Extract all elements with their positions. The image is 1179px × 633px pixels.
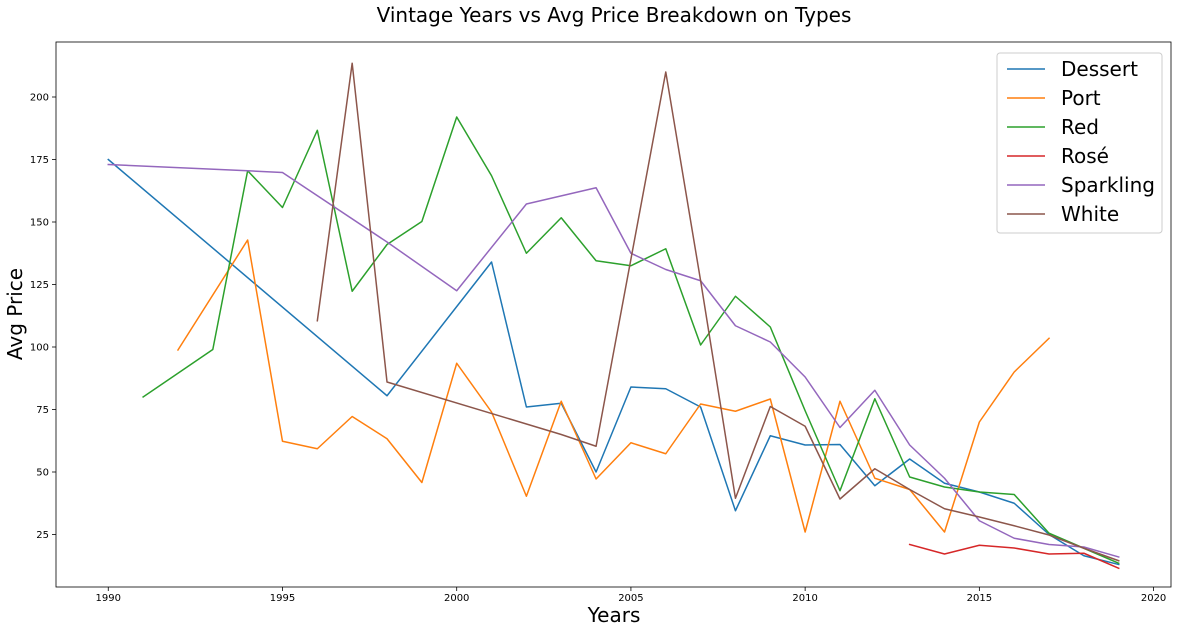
y-tick-label: 75	[36, 405, 49, 416]
x-tick-label: 2005	[618, 593, 643, 604]
legend-label-dessert: Dessert	[1061, 57, 1138, 81]
series-line-red	[142, 116, 1120, 565]
legend: Dessert Port Red Rosé Sparkling White	[996, 52, 1163, 234]
y-axis-title: Avg Price	[3, 268, 27, 360]
legend-label-ros-: Rosé	[1061, 144, 1109, 168]
series-line-white	[316, 62, 1120, 562]
y-tick-label: 50	[36, 468, 49, 479]
plot-frame	[55, 41, 1172, 588]
x-tick-label: 2010	[792, 593, 817, 604]
y-tick-label: 25	[36, 530, 49, 541]
x-tick-label: 1995	[270, 593, 295, 604]
legend-label-sparkling: Sparkling	[1061, 173, 1155, 197]
series-line-sparkling	[107, 163, 1120, 558]
plot-area: 1990 1995 2000 2005 2010 2015 2020 25 50 75 100 125…	[30, 41, 1172, 604]
legend-label-port: Port	[1061, 86, 1101, 110]
y-tick-label: 175	[30, 155, 49, 166]
y-tick-label: 200	[30, 93, 49, 104]
legend-label-white: White	[1061, 202, 1119, 226]
series-line-ros-	[908, 543, 1120, 570]
x-tick-label: 2000	[444, 593, 469, 604]
x-tick-label: 1990	[96, 593, 121, 604]
legend-label-red: Red	[1061, 115, 1099, 139]
series-line-dessert	[107, 158, 1120, 566]
y-tick-label: 125	[30, 280, 49, 291]
x-axis-title: Years	[587, 603, 641, 627]
chart-title: Vintage Years vs Avg Price Breakdown on …	[377, 3, 852, 27]
x-tick-label: 2020	[1141, 593, 1166, 604]
y-tick-label: 150	[30, 218, 49, 229]
x-tick-label: 2015	[967, 593, 992, 604]
y-tick-label: 100	[30, 343, 49, 354]
